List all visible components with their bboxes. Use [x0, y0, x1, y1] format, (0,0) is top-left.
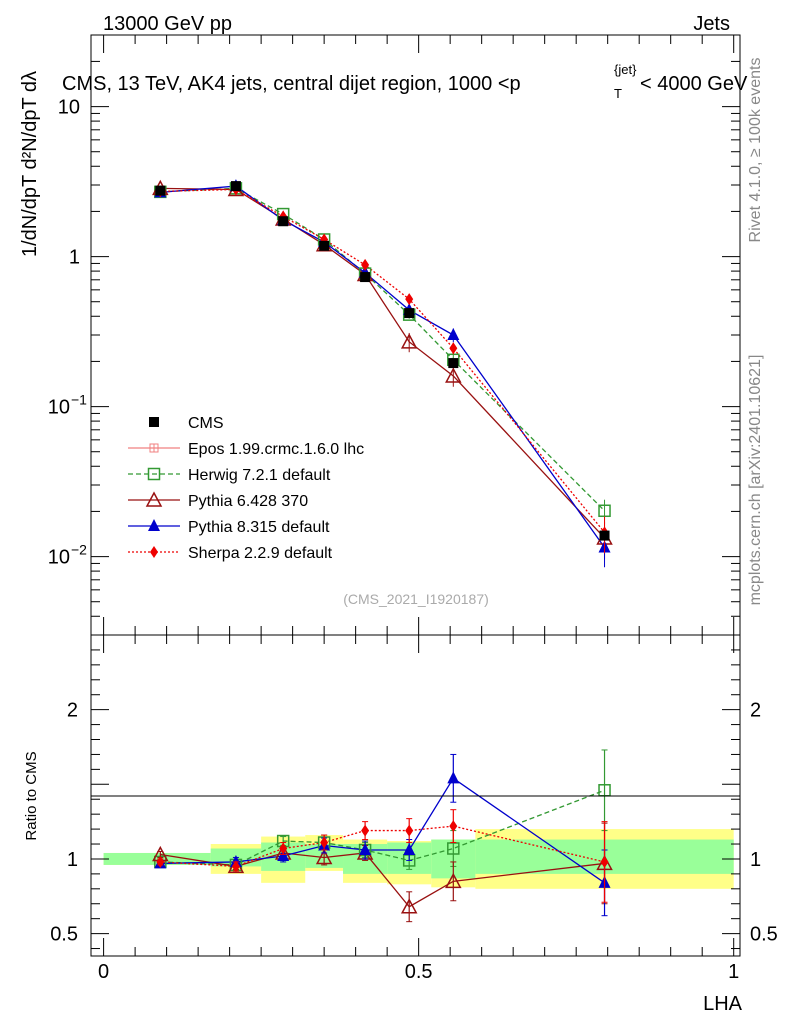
legend-label-pythia-6-428-370: Pythia 6.428 370 [188, 493, 308, 510]
legend-label-cms: CMS [188, 415, 224, 432]
x-axis-label: LHA [703, 993, 743, 1015]
ratio-point-sherpa-2-2-9-default [279, 842, 288, 855]
x-tick-label: 0 [98, 961, 109, 983]
legend-marker-herwig-7-2-1-default [147, 467, 161, 481]
ratio-point-pythia-6-428-370 [445, 872, 462, 889]
ratio-point-sherpa-2-2-9-default [405, 824, 414, 837]
ratio-point-sherpa-2-2-9-default [231, 860, 240, 873]
point-herwig-7-2-1-default [598, 504, 611, 518]
legend-label-epos-1-99-crmc-1-6-0-lhc: Epos 1.99.crmc.1.6.0 lhc [188, 441, 364, 458]
ratio-point-sherpa-2-2-9-default [449, 820, 458, 833]
point-pythia-8-315-default [447, 328, 460, 340]
ratio-tick-label-right: 2 [750, 700, 761, 722]
legend-label-herwig-7-2-1-default: Herwig 7.2.1 default [188, 467, 331, 484]
ratio-line-pythia-8-315-default [160, 777, 605, 884]
series-lines [160, 185, 606, 908]
point-cms [448, 358, 459, 369]
ratio-uncertainty-bands [103, 829, 734, 889]
analysis-label: (CMS_2021_I1920187) [343, 591, 489, 607]
line-pythia-8-315-default [160, 185, 606, 548]
line-pythia-6-428-370 [160, 187, 606, 539]
point-cms [230, 181, 241, 192]
ratio-line-sherpa-2-2-9-default [160, 825, 605, 868]
chart-title: CMS, 13 TeV, AK4 jets, central dijet reg… [62, 62, 748, 101]
ratio-point-pythia-8-315-default [403, 842, 416, 855]
point-sherpa-2-2-9-default [361, 258, 370, 271]
point-cms [155, 185, 166, 196]
ratio-tick-label: 1 [67, 849, 78, 871]
y-tick-exponent: −2 [71, 542, 87, 558]
point-cms [360, 272, 371, 283]
energy-label: 13000 GeV pp [103, 13, 232, 35]
legend-label-pythia-8-315-default: Pythia 8.315 default [188, 519, 330, 536]
y-tick-label: 10 [58, 97, 80, 119]
legend-marker-cms [149, 417, 159, 427]
ratio-point-pythia-8-315-default [447, 771, 460, 784]
point-cms [599, 530, 610, 541]
ratio-point-sherpa-2-2-9-default [156, 855, 165, 868]
ratio-axis-label: Ratio to CMS [23, 751, 40, 840]
y-tick-label: 10 [48, 397, 70, 419]
point-pythia-6-428-370 [445, 367, 462, 383]
ratio-point-sherpa-2-2-9-default [361, 824, 370, 837]
ratio-tick-label-right: 0.5 [750, 924, 778, 946]
ratio-tick-label-right: 1 [750, 849, 761, 871]
point-sherpa-2-2-9-default [449, 342, 458, 355]
ratio-line-pythia-6-428-370 [160, 852, 605, 908]
x-tick-label: 1 [728, 961, 739, 983]
legend-marker-sherpa-2-2-9-default [150, 546, 158, 558]
point-pythia-6-428-370 [400, 333, 418, 349]
title-sup: {jet} [614, 62, 637, 77]
legend-label-sherpa-2-2-9-default: Sherpa 2.2.9 default [188, 545, 333, 562]
rivet-label: Rivet 4.1.0, ≥ 100k events [747, 58, 764, 243]
title-tail: < 4000 GeV [640, 73, 748, 95]
y-tick-label: 10 [48, 547, 70, 569]
ratio-point-pythia-6-428-370 [315, 848, 333, 865]
series-markers [152, 179, 613, 923]
ratio-tick-label: 2 [67, 700, 78, 722]
legend-marker-pythia-8-315-default [148, 519, 160, 531]
title-sub: T [614, 86, 622, 101]
y-tick-exponent: −1 [71, 392, 87, 408]
ratio-point-sherpa-2-2-9-default [600, 855, 609, 868]
x-tick-label: 0.5 [405, 961, 433, 983]
title-main: CMS, 13 TeV, AK4 jets, central dijet reg… [62, 73, 521, 95]
point-cms [278, 216, 289, 227]
line-sherpa-2-2-9-default [160, 188, 606, 533]
point-cms [404, 308, 415, 319]
ratio-point-pythia-8-315-default [359, 842, 372, 855]
y-tick-label: 1 [69, 247, 80, 269]
legend: CMS Epos 1.99.crmc.1.6.0 lhc Herwig 7.2.1 … [128, 415, 364, 562]
ratio-tick-label: 0.5 [50, 924, 78, 946]
legend-marker-pythia-6-428-370 [145, 491, 163, 507]
group-label: Jets [693, 13, 730, 35]
point-cms [319, 240, 330, 251]
ratio-point-pythia-6-428-370 [400, 898, 418, 914]
point-sherpa-2-2-9-default [405, 293, 414, 306]
ratio-point-sherpa-2-2-9-default [320, 836, 329, 849]
stat_green-band [103, 852, 211, 865]
mcplots-label: mcplots.cern.ch [arXiv:2401.10621] [747, 355, 764, 606]
y-axis-label: 1/dN/dpT d²N/dpT dλ [19, 71, 41, 257]
line-herwig-7-2-1-default [160, 187, 605, 512]
